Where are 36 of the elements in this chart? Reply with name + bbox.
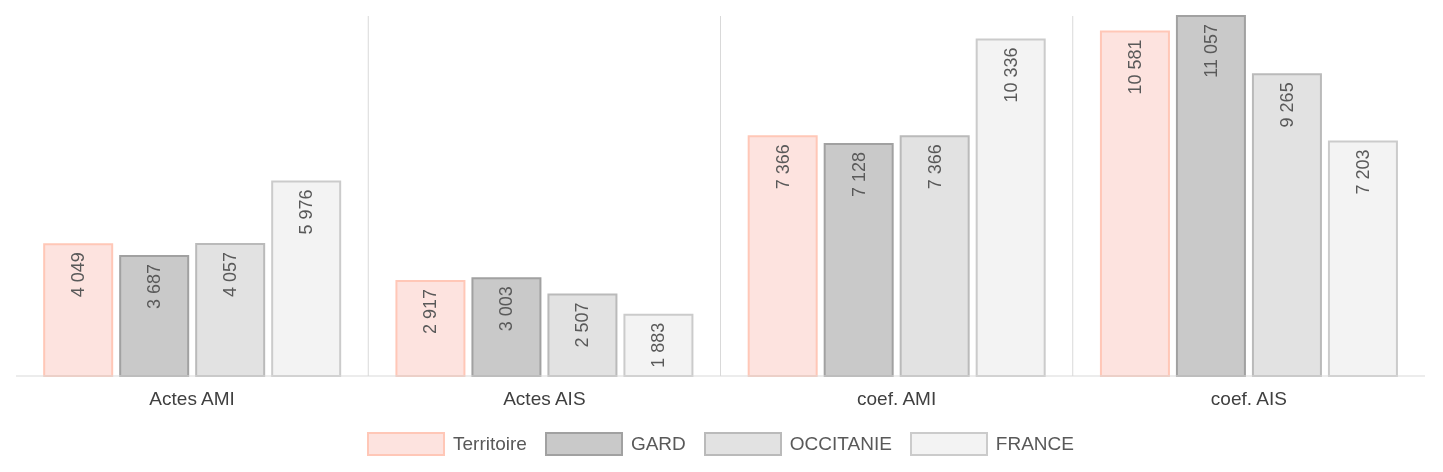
x-tick-label: coef. AIS [1210, 388, 1287, 410]
data-label: 7 203 [1352, 149, 1373, 195]
legend-label: GARD [630, 433, 686, 455]
bar [395, 280, 466, 377]
data-label: 10 336 [1000, 47, 1021, 103]
data-label: 1 883 [648, 322, 669, 368]
bar [975, 38, 1046, 377]
bar [471, 277, 542, 377]
data-label: 7 366 [924, 144, 945, 190]
data-label: 3 003 [496, 286, 517, 332]
legend-label: Territoire [453, 433, 527, 455]
data-label: 3 687 [144, 263, 165, 309]
data-label: 11 057 [1200, 24, 1221, 78]
x-tick-label: Actes AIS [503, 388, 586, 410]
legend-label: FRANCE [995, 433, 1074, 455]
data-label: 2 507 [572, 302, 593, 348]
bar [43, 243, 114, 377]
data-label: 7 366 [772, 144, 793, 190]
bar [623, 313, 694, 377]
bar [823, 142, 894, 377]
x-tick-label: coef. AMI [857, 388, 937, 410]
data-label: 4 049 [68, 252, 89, 298]
data-label: 9 265 [1276, 82, 1297, 128]
bar [1175, 15, 1246, 377]
bar [271, 180, 342, 377]
data-label: 2 917 [420, 289, 441, 335]
bar [1327, 140, 1398, 377]
data-label: 7 128 [848, 151, 869, 197]
bar [119, 254, 190, 377]
data-label: 4 057 [220, 251, 241, 297]
bar [747, 135, 818, 377]
data-label: 10 581 [1124, 39, 1145, 95]
x-tick-label: Actes AMI [149, 388, 235, 410]
bar [1099, 30, 1170, 377]
legend-label: OCCITANIE [789, 433, 892, 455]
data-label: 5 976 [296, 189, 317, 235]
